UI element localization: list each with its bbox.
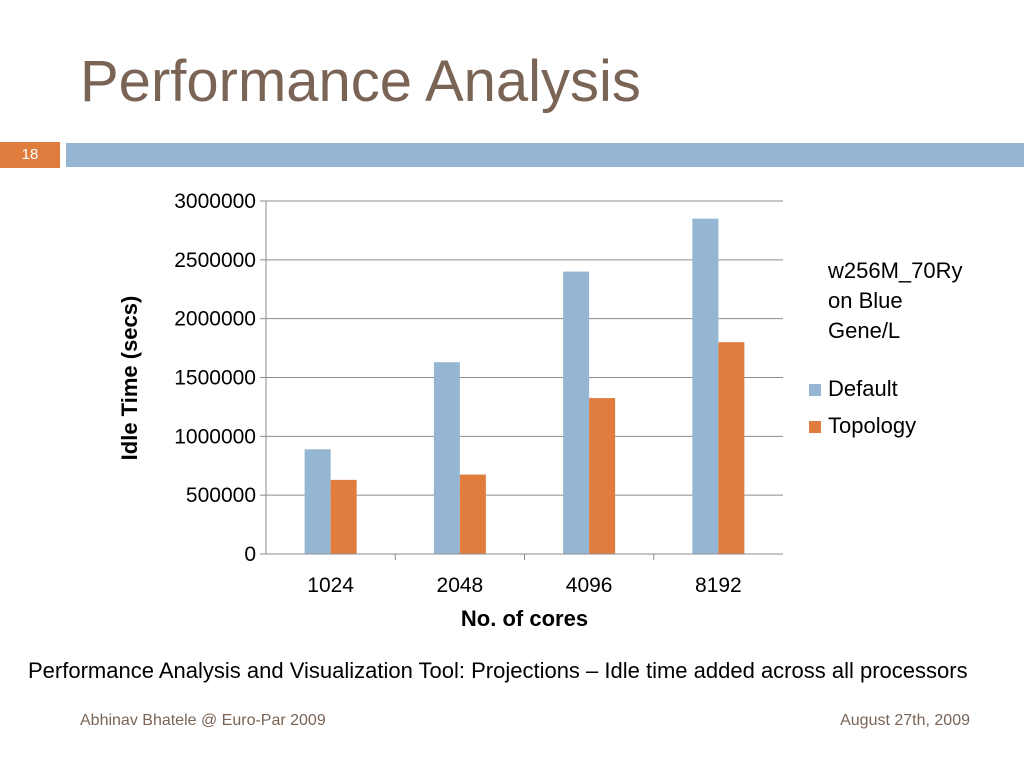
- x-axis-ticks: 1024 2048 4096 8192: [307, 554, 742, 597]
- bar-topology-2048: [459, 474, 486, 554]
- y-tick-label: 500000: [186, 484, 256, 507]
- x-tick-label: 8192: [695, 574, 742, 597]
- bar-chart: 0 500000 1000000 1500000 2000000 2500000 30000…: [0, 180, 1024, 640]
- slide-title: Performance Analysis: [80, 49, 641, 114]
- bar-topology-4096: [589, 398, 616, 554]
- footer-date: August 27th, 2009: [840, 712, 970, 729]
- y-axis-label: Idle Time (secs): [117, 296, 142, 461]
- bar-default-8192: [692, 218, 719, 554]
- y-axis-ticks: 0 500000 1000000 1500000 2000000 2500000 30000…: [174, 190, 266, 566]
- legend-label-topology: Topology: [828, 413, 916, 438]
- x-axis-label: No. of cores: [461, 606, 588, 631]
- y-tick-label: 2000000: [174, 308, 256, 331]
- slide-caption: Performance Analysis and Visualization T…: [28, 658, 968, 683]
- slide-number-badge: 18: [0, 142, 60, 168]
- y-tick-label: 1500000: [174, 367, 256, 390]
- y-tick-label: 2500000: [174, 249, 256, 272]
- y-tick-label: 1000000: [174, 425, 256, 448]
- x-tick-label: 1024: [307, 574, 354, 597]
- annotation-line: on Blue: [828, 288, 903, 313]
- bar-chart-svg: 0 500000 1000000 1500000 2000000 2500000 30000…: [117, 190, 963, 631]
- header-divider-bar: [66, 143, 1024, 167]
- bar-default-2048: [433, 362, 460, 554]
- bar-topology-8192: [718, 342, 745, 554]
- x-tick-label: 4096: [566, 574, 613, 597]
- bar-default-4096: [563, 271, 590, 554]
- chart-bars: [304, 218, 745, 554]
- legend-label-default: Default: [828, 376, 898, 401]
- x-tick-label: 2048: [437, 574, 484, 597]
- legend-swatch-topology: [809, 421, 821, 433]
- chart-legend: Default Topology: [809, 376, 916, 438]
- bar-topology-1024: [330, 479, 357, 554]
- annotation-line: Gene/L: [828, 318, 900, 343]
- annotation-line: w256M_70Ry: [827, 258, 963, 283]
- y-tick-label: 3000000: [174, 190, 256, 213]
- bar-default-1024: [304, 449, 331, 554]
- y-tick-label: 0: [244, 543, 256, 566]
- legend-swatch-default: [809, 384, 821, 396]
- footer-author: Abhinav Bhatele @ Euro-Par 2009: [80, 712, 326, 729]
